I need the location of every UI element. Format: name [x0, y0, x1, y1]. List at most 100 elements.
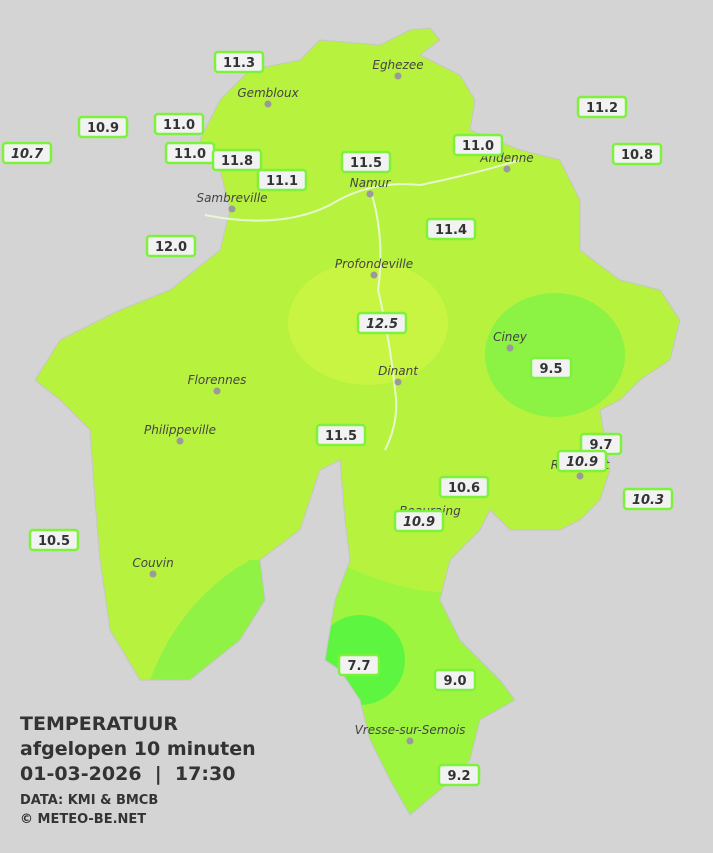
station: 10.5 — [28, 528, 80, 552]
station-box — [433, 668, 477, 692]
station-box — [211, 148, 263, 172]
station-value: 9.2 — [447, 769, 470, 784]
station-value: 11.8 — [221, 154, 253, 169]
station: 12.0 — [145, 234, 197, 258]
station-value: 11.2 — [586, 101, 618, 116]
city-dot — [394, 378, 402, 386]
city-label: Profondeville — [335, 257, 413, 271]
city-label: Philippeville — [144, 423, 216, 437]
station: 10.9 — [77, 115, 129, 139]
station: 9.0 — [433, 668, 477, 692]
station-value: 11.3 — [223, 56, 255, 71]
station: 10.3 — [622, 487, 674, 511]
station: 10.7 — [1, 141, 53, 165]
station-box — [28, 528, 80, 552]
station-box — [1, 141, 53, 165]
station-value: 10.9 — [87, 121, 119, 136]
station-box — [425, 217, 477, 241]
station-value: 11.0 — [174, 147, 206, 162]
station: 11.0 — [452, 133, 504, 157]
city-dot — [506, 344, 514, 352]
subtitle: afgelopen 10 minuten — [20, 738, 256, 760]
city-label: Dinant — [378, 364, 419, 378]
station: 11.0 — [164, 141, 216, 165]
station-value: 10.9 — [566, 455, 598, 470]
city-dot — [228, 205, 236, 213]
station-box — [437, 763, 481, 787]
station: 12.5 — [356, 311, 408, 335]
station: 11.0 — [153, 112, 205, 136]
credit: © METEO-BE.NET — [20, 812, 146, 827]
station-value: 10.5 — [38, 534, 70, 549]
station-box — [556, 449, 608, 473]
station-box — [340, 150, 392, 174]
station-value: 11.4 — [435, 223, 467, 238]
station-box — [529, 356, 573, 380]
station: 9.7 — [579, 432, 623, 456]
station-value: 9.5 — [539, 362, 562, 377]
station-box — [356, 311, 408, 335]
station-value: 11.0 — [462, 139, 494, 154]
station: 9.5 — [529, 356, 573, 380]
city-dot — [264, 100, 272, 108]
station-box — [213, 50, 265, 74]
city-label: Ciney — [493, 330, 528, 344]
station-value: 10.8 — [621, 148, 653, 163]
city-dot — [370, 271, 378, 279]
station-value: 9.0 — [443, 674, 466, 689]
station-box — [153, 112, 205, 136]
station-value: 9.7 — [589, 438, 612, 453]
station-value: 11.1 — [266, 174, 298, 189]
station: 7.7 — [337, 653, 381, 677]
timestamp: 01-03-2026 | 17:30 — [20, 763, 235, 785]
station: 11.4 — [425, 217, 477, 241]
station: 10.9 — [556, 449, 608, 473]
city-label: Sambreville — [196, 191, 267, 205]
station-value: 10.9 — [403, 515, 435, 530]
station-value: 12.5 — [366, 317, 398, 332]
station-box — [256, 168, 308, 192]
station-box — [438, 475, 490, 499]
station-box — [452, 133, 504, 157]
station: 10.8 — [611, 142, 663, 166]
station: 11.5 — [315, 423, 367, 447]
credit: DATA: KMI & BMCB — [20, 793, 158, 808]
station: 10.6 — [438, 475, 490, 499]
city-dot — [394, 72, 402, 80]
city-dot — [149, 570, 157, 578]
title: TEMPERATUUR — [20, 713, 178, 735]
city-label: Eghezee — [372, 58, 423, 72]
station-value: 11.5 — [350, 156, 382, 171]
city-label: Couvin — [132, 556, 173, 570]
station-value: 7.7 — [347, 659, 370, 674]
station-box — [145, 234, 197, 258]
station: 11.2 — [576, 95, 628, 119]
station: 11.8 — [211, 148, 263, 172]
station: 11.5 — [340, 150, 392, 174]
station: 10.9 — [393, 509, 445, 533]
station-value: 10.3 — [632, 493, 664, 508]
station: 9.2 — [437, 763, 481, 787]
station-box — [315, 423, 367, 447]
station-value: 11.0 — [163, 118, 195, 133]
station-box — [337, 653, 381, 677]
station-box — [393, 509, 445, 533]
city-dot — [503, 165, 511, 173]
city-dot — [366, 190, 374, 198]
station: 11.1 — [256, 168, 308, 192]
city-dot — [176, 437, 184, 445]
station-value: 10.6 — [448, 481, 480, 496]
city-label: Vresse-sur-Semois — [355, 723, 466, 737]
zone — [485, 293, 625, 417]
station-value: 11.5 — [325, 429, 357, 444]
city-label: Gembloux — [237, 86, 299, 100]
city-dot — [213, 387, 221, 395]
station-box — [611, 142, 663, 166]
station-value: 12.0 — [155, 240, 187, 255]
city-label: Namur — [350, 176, 392, 190]
station-box — [576, 95, 628, 119]
station-box — [77, 115, 129, 139]
city-label: Florennes — [188, 373, 247, 387]
station-value: 10.7 — [11, 147, 44, 162]
